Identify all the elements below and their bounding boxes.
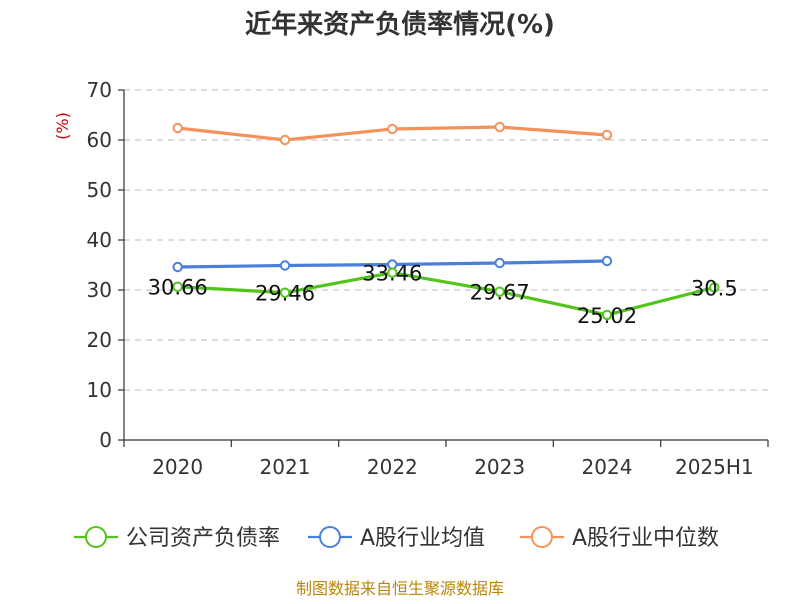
data-label-2: 33.46 [362, 262, 422, 286]
x-tick-label-2025H1: 2025H1 [675, 455, 754, 479]
source-note: 制图数据来自恒生聚源数据库 [296, 579, 504, 598]
legend-item-1: A股行业均值 [308, 526, 485, 551]
data-point-2-2 [387, 123, 398, 135]
data-labels: 30.66 29.46 33.46 29.67 25.02 30.5 [148, 262, 738, 328]
x-tick-label-2020: 2020 [152, 455, 203, 479]
x-tick-label-2021: 2021 [260, 455, 311, 479]
y-tick-label-60: 60 [87, 128, 112, 152]
legend-label-0: 公司资产负债率 [126, 526, 280, 551]
data-point-1-1 [279, 260, 291, 271]
chart-title: 近年来资产负债率情况(%) [245, 9, 555, 40]
y-tick-label-30: 30 [87, 278, 112, 302]
x-tick-label-2024: 2024 [582, 455, 633, 479]
data-point-0-3 [494, 286, 505, 297]
legend-marker-0 [85, 526, 107, 548]
data-label-1: 29.46 [255, 282, 315, 306]
y-axis-label: (%) [53, 112, 72, 140]
legend-item-0: 公司资产负债率 [74, 526, 280, 551]
legend-item-2: A股行业中位数 [520, 526, 719, 551]
data-label-3: 29.67 [470, 281, 530, 305]
data-label-5: 30.5 [691, 277, 738, 301]
data-point-2-1 [279, 134, 291, 146]
series-2 [172, 121, 613, 146]
grid-lines [124, 89, 768, 391]
data-point-0-0 [172, 281, 183, 292]
x-tick-label-2022: 2022 [367, 455, 418, 479]
data-label-0: 30.66 [148, 276, 208, 300]
data-point-1-0 [172, 261, 183, 273]
data-point-0-5 [709, 282, 720, 293]
x-tick-label-2023: 2023 [474, 455, 525, 479]
series-1 [172, 255, 613, 273]
legend-label-2: A股行业中位数 [572, 526, 719, 551]
data-point-0-1 [279, 287, 291, 298]
series-0 [172, 267, 720, 321]
y-tick-label-20: 20 [87, 328, 112, 352]
y-tick-label-0: 0 [99, 428, 112, 452]
data-point-2-3 [494, 121, 505, 133]
legend-marker-2 [531, 526, 553, 548]
data-point-2-4 [601, 129, 613, 141]
data-point-2-0 [172, 122, 183, 134]
y-tick-label-70: 70 [87, 78, 112, 102]
series-line-0 [176, 271, 716, 317]
series-lines [172, 121, 720, 321]
legend: 公司资产负债率 A股行业均值 A股行业中位数 [74, 526, 719, 551]
y-tick-label-10: 10 [87, 378, 112, 402]
y-tick-label-40: 40 [87, 228, 112, 252]
data-point-1-3 [494, 257, 505, 269]
y-tick-label-50: 50 [87, 178, 112, 202]
data-point-0-4 [601, 309, 613, 321]
axes: 0 10 20 30 40 50 60 70 2020 2021 2022 2023 2024 2025H… [87, 78, 769, 479]
data-label-4: 25.02 [577, 304, 637, 328]
legend-label-1: A股行业均值 [360, 526, 485, 551]
data-point-1-4 [601, 255, 613, 267]
legend-marker-1 [319, 526, 341, 548]
data-point-0-2 [387, 267, 398, 278]
